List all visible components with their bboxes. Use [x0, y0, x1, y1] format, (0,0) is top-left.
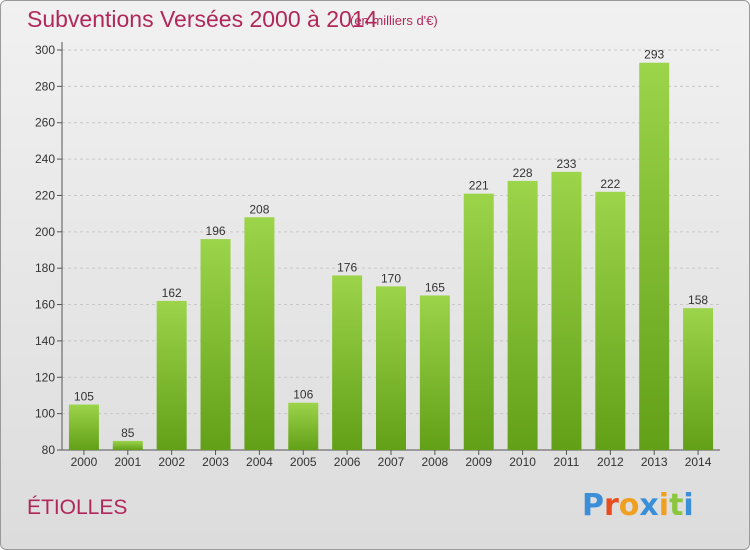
bar-2002: [156, 300, 187, 450]
y-tick-label: 180: [35, 261, 55, 275]
data-label-2014: 158: [688, 293, 708, 307]
x-tick-label-2000: 2000: [71, 455, 98, 469]
bar-2006: [332, 275, 363, 450]
bar-2004: [244, 217, 275, 450]
bar-2007: [376, 286, 406, 450]
y-tick-label: 260: [35, 116, 55, 130]
data-label-2011: 233: [556, 157, 576, 171]
data-label-2013: 293: [644, 48, 664, 62]
x-tick-label-2001: 2001: [114, 455, 141, 469]
data-label-2005: 106: [293, 388, 313, 402]
x-tick-label-2006: 2006: [334, 455, 361, 469]
logo-letter: i: [683, 488, 694, 523]
y-tick-label: 160: [35, 298, 55, 312]
logo-letter: x: [639, 488, 659, 523]
y-tick-label: 300: [35, 43, 55, 57]
labels: 80 100 120 140 160 180 200 220 240 260 280 300 105 20…: [35, 43, 712, 469]
data-label-2006: 176: [337, 260, 357, 274]
logo-letter: o: [618, 488, 640, 523]
x-tick-label-2005: 2005: [290, 455, 317, 469]
bar-2011: [551, 171, 582, 450]
x-tick-label-2008: 2008: [422, 455, 449, 469]
x-tick-label-2004: 2004: [246, 455, 273, 469]
chart-subtitle: (en milliers d'€): [350, 13, 438, 28]
data-label-2003: 196: [206, 224, 226, 238]
bar-2012: [595, 191, 626, 450]
logo-letter: t: [669, 488, 684, 523]
y-tick-label: 220: [35, 188, 55, 202]
bar-2009: [463, 193, 494, 451]
x-tick-label-2010: 2010: [509, 455, 536, 469]
y-tick-label: 100: [35, 407, 55, 421]
data-label-2008: 165: [425, 280, 445, 294]
data-label-2002: 162: [162, 286, 182, 300]
x-tick-label-2014: 2014: [685, 455, 712, 469]
y-tick-label: 140: [35, 334, 55, 348]
bar-2000: [68, 404, 99, 450]
data-label-2009: 221: [469, 179, 489, 193]
bar-2014: [683, 308, 714, 450]
commune-name: ÉTIOLLES: [27, 496, 128, 519]
logo-letter: r: [604, 488, 619, 523]
proxiti-logo[interactable]: Proxiti: [582, 488, 694, 523]
y-tick-label: 80: [42, 443, 56, 457]
x-tick-label-2007: 2007: [378, 455, 405, 469]
bars: [68, 62, 714, 451]
logo-letter: P: [582, 488, 604, 523]
y-tick-label: 240: [35, 152, 55, 166]
data-label-2007: 170: [381, 271, 401, 285]
x-tick-label-2013: 2013: [641, 455, 668, 469]
y-tick-label: 120: [35, 370, 55, 384]
x-tick-label-2002: 2002: [158, 455, 185, 469]
data-label-2012: 222: [600, 177, 620, 191]
x-tick-label-2009: 2009: [465, 455, 492, 469]
bar-2008: [419, 295, 450, 450]
x-tick-label-2011: 2011: [554, 455, 580, 469]
logo-letter: i: [658, 488, 670, 523]
y-tick-label: 280: [35, 79, 55, 93]
data-label-2004: 208: [249, 202, 269, 216]
bar-2003: [200, 239, 231, 450]
bar-2013: [639, 62, 670, 451]
data-label-2010: 228: [513, 166, 533, 180]
bar-2001: [112, 440, 143, 450]
chart-title: Subventions Versées 2000 à 2014: [27, 6, 378, 32]
data-label-2001: 85: [121, 426, 135, 440]
y-tick-label: 200: [35, 225, 55, 239]
bar-2005: [288, 402, 319, 450]
data-label-2000: 105: [74, 390, 94, 404]
x-tick-label-2003: 2003: [202, 455, 229, 469]
x-tick-label-2012: 2012: [597, 455, 624, 469]
bar-2010: [507, 180, 538, 450]
